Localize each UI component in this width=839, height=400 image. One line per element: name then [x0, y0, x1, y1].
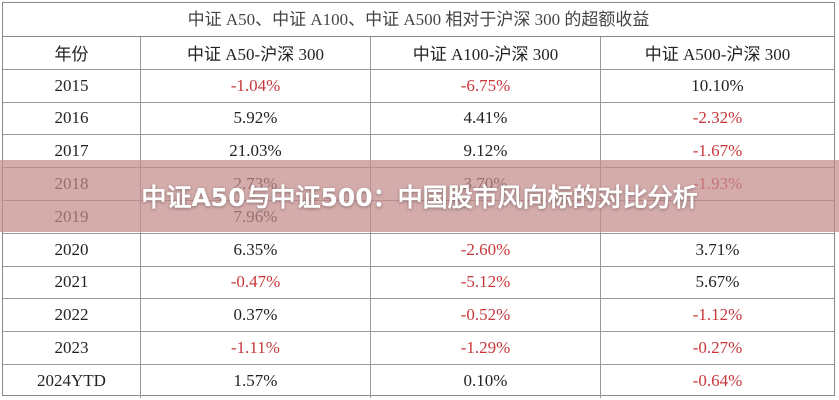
year-cell: 2016: [3, 102, 141, 135]
value-cell: -0.64%: [692, 371, 743, 391]
year-cell: 2024YTD: [3, 364, 141, 398]
value-cell: -2.60%: [371, 233, 601, 266]
value-cell: -0.27%: [692, 338, 743, 358]
table-row: 2022 0.37% -0.52% -1.12%: [3, 299, 834, 333]
caption-banner: 中证A50与中证500：中国股市风向标的对比分析: [0, 160, 839, 232]
value-cell: 21.03%: [141, 135, 371, 168]
value-cell: 10.10%: [691, 75, 744, 95]
table-row: 2021 -0.47% -5.12% 5.67%: [3, 266, 834, 300]
value-cell: -1.04%: [141, 69, 371, 102]
value-cell: 5.67%: [695, 272, 740, 292]
value-cell: -1.11%: [141, 332, 371, 364]
year-cell: 2023: [3, 332, 141, 364]
year-cell: 2017: [3, 135, 141, 168]
value-cell: -0.52%: [371, 299, 601, 332]
value-cell: 4.41%: [371, 102, 601, 135]
header-cell: 中证 A500-沪深 300: [644, 45, 791, 65]
value-cell: -6.75%: [371, 69, 601, 102]
table-row: 2024YTD 1.57% 0.10% -0.64%: [3, 364, 834, 398]
header-row: 年份 中证 A50-沪深 300 中证 A100-沪深 300 中证 A500-沪深 …: [3, 37, 834, 70]
value-cell: 0.37%: [141, 299, 371, 332]
header-cell: 中证 A100-沪深 300: [371, 37, 601, 69]
header-cell: 年份: [3, 37, 141, 69]
caption: 中证A50与中证500：中国股市风向标的对比分析: [141, 183, 698, 212]
value-cell: 6.35%: [141, 233, 371, 266]
value-cell: -0.47%: [141, 266, 371, 299]
year-cell: 2022: [3, 299, 141, 332]
table-title: 中证 A50、中证 A100、中证 A500 相对于沪深 300 的超额收益: [3, 3, 834, 37]
year-cell: 2015: [3, 69, 141, 102]
value-cell: -1.67%: [692, 141, 743, 161]
year-cell: 2021: [3, 266, 141, 299]
header-cell: 中证 A50-沪深 300: [141, 37, 371, 69]
value-cell: -1.12%: [692, 305, 743, 325]
value-cell: 0.10%: [371, 364, 601, 398]
value-cell: 9.12%: [371, 135, 601, 168]
value-cell: -5.12%: [371, 266, 601, 299]
year-cell: 2020: [3, 233, 141, 266]
value-cell: 1.57%: [141, 364, 371, 398]
table-row: 2015 -1.04% -6.75% 10.10%: [3, 69, 834, 103]
table-row: 2023 -1.11% -1.29% -0.27%: [3, 332, 834, 365]
table-row: 2020 6.35% -2.60% 3.71%: [3, 233, 834, 267]
value-cell: -2.32%: [692, 108, 743, 128]
value-cell: 5.92%: [141, 102, 371, 135]
value-cell: 3.71%: [695, 239, 740, 259]
table-row: 2016 5.92% 4.41% -2.32%: [3, 102, 834, 136]
value-cell: -1.29%: [371, 332, 601, 364]
